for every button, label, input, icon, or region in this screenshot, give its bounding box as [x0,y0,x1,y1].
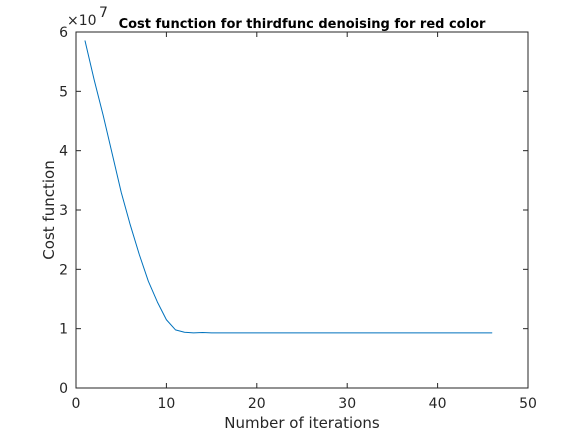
y-tick-label: 5 [59,84,68,100]
chart-title: Cost function for thirdfunc denoising fo… [119,17,486,32]
y-axis-exponent-base: ×10 [67,13,97,29]
plot-area [75,31,529,389]
y-axis-label: Cost function [40,160,58,259]
x-tick-label: 40 [429,396,447,412]
y-tick-label: 4 [59,144,68,160]
x-axis-label: Number of iterations [224,414,380,432]
ticks-layer: 0 10 20 30 40 50 0 1 2 3 4 5 6 [59,25,537,412]
cost-function-series-line [84,40,493,334]
y-tick-label: 2 [59,262,68,278]
y-tick-label: 6 [59,25,68,41]
x-tick-label: 10 [157,396,175,412]
y-tick-label: 1 [59,322,68,338]
y-tick-label: 3 [59,203,68,219]
series-layer [84,40,493,334]
x-tick-label: 50 [519,396,537,412]
y-tick-label: 0 [59,381,68,397]
x-tick-label: 0 [72,396,81,412]
x-tick-label: 20 [248,396,266,412]
x-tick-label: 30 [338,396,356,412]
y-axis-exponent-power: 7 [99,5,108,21]
